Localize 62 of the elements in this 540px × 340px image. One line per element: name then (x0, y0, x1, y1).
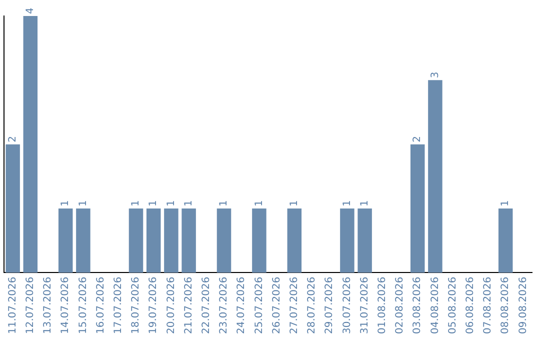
bar (216, 208, 232, 273)
data-label: 1 (342, 200, 353, 207)
x-tick-label: 24.07.2026 (236, 276, 248, 334)
data-label: 3 (430, 72, 441, 78)
data-label: 1 (500, 200, 512, 207)
data-label: 1 (254, 200, 265, 207)
x-tick-label: 02.08.2026 (394, 276, 406, 334)
x-tick-label: 15.07.2026 (78, 276, 89, 334)
data-label: 1 (288, 200, 300, 207)
x-tick-label: 13.07.2026 (42, 276, 54, 334)
x-tick-label: 05.08.2026 (447, 276, 458, 334)
data-label: 2 (7, 136, 18, 142)
x-tick-label: 16.07.2026 (95, 276, 106, 334)
bar (428, 80, 442, 273)
x-tick-label: 21.07.2026 (183, 276, 194, 334)
data-label: 1 (183, 200, 194, 207)
data-label: 1 (166, 200, 177, 207)
bar (410, 144, 425, 273)
x-tick-label: 27.07.2026 (288, 276, 300, 334)
x-tick-label: 07.08.2026 (482, 276, 494, 334)
x-tick-label: 28.07.2026 (306, 276, 318, 334)
x-tick-label: 11.07.2026 (7, 276, 18, 334)
x-tick-label: 23.07.2026 (218, 276, 230, 334)
data-label: 1 (130, 200, 142, 207)
x-tick-label: 17.07.2026 (112, 276, 124, 334)
data-label: 1 (359, 200, 370, 207)
x-tick-label: 04.08.2026 (430, 276, 441, 334)
bar (164, 208, 178, 273)
bar (340, 208, 354, 273)
bar (252, 208, 266, 273)
x-tick-label: 26.07.2026 (271, 276, 282, 334)
x-tick-label: 30.07.2026 (342, 276, 353, 334)
x-tick-label: 19.07.2026 (148, 276, 160, 334)
x-tick-label: 18.07.2026 (130, 276, 142, 334)
x-tick-label: 29.07.2026 (324, 276, 336, 334)
bar (76, 208, 90, 273)
data-label: 1 (148, 200, 160, 207)
x-tick-label: 09.08.2026 (518, 276, 529, 334)
bar (58, 208, 73, 273)
x-tick-label: 14.07.2026 (60, 276, 72, 334)
bar (23, 16, 38, 273)
data-label: 1 (78, 200, 89, 207)
x-tick-label: 06.08.2026 (464, 276, 476, 334)
bar (358, 208, 372, 273)
bar (128, 208, 144, 273)
x-tick-label: 12.07.2026 (24, 276, 36, 334)
x-tick-label: 31.07.2026 (359, 276, 370, 334)
x-tick-label: 08.08.2026 (500, 276, 512, 334)
data-label: 4 (24, 8, 36, 14)
bar (182, 208, 196, 273)
bar (6, 144, 20, 273)
data-label: 1 (218, 200, 230, 207)
x-tick-label: 22.07.2026 (200, 276, 212, 334)
x-tick-label: 01.08.2026 (376, 276, 388, 334)
data-label: 2 (412, 136, 424, 142)
x-tick-label: 20.07.2026 (166, 276, 177, 334)
x-tick-label: 03.08.2026 (412, 276, 424, 334)
bar (498, 208, 513, 273)
data-label: 1 (60, 200, 72, 207)
x-tick-label: 25.07.2026 (254, 276, 265, 334)
bar (146, 208, 161, 273)
bar (287, 208, 302, 273)
